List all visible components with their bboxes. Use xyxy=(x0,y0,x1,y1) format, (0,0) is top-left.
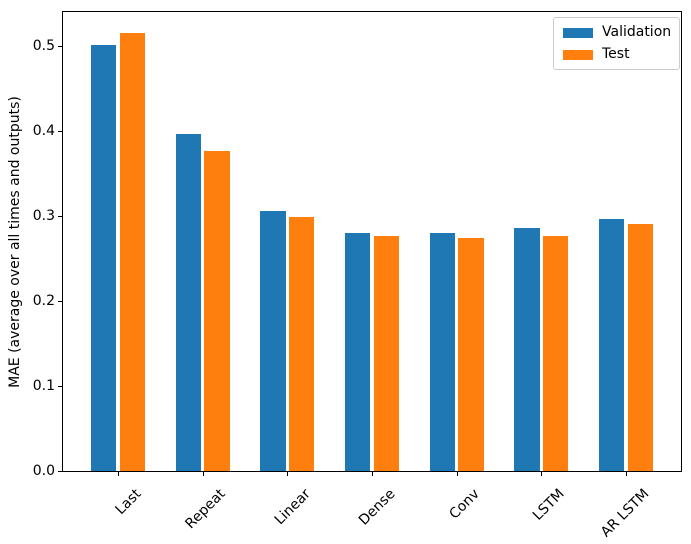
y-tick-label: 0.1 xyxy=(32,378,55,394)
y-tick-label: 0.3 xyxy=(32,208,55,224)
bar-test-ar-lstm xyxy=(627,223,654,471)
bar-test-lstm xyxy=(543,236,569,471)
y-tick-mark xyxy=(58,216,62,217)
x-tick-label-dense: Dense xyxy=(355,486,399,529)
legend-label-validation: Validation xyxy=(602,24,672,40)
x-tick-mark xyxy=(118,472,120,476)
bar-validation-last xyxy=(90,45,117,471)
legend-swatch-validation xyxy=(563,27,593,38)
bar-test-linear xyxy=(289,216,315,471)
bar-test-last xyxy=(119,33,146,471)
legend: Validation Test xyxy=(553,17,680,70)
x-tick-label-linear: Linear xyxy=(271,486,314,529)
bars-layer xyxy=(63,12,681,471)
x-tick-label-last: Last xyxy=(112,486,145,518)
legend-swatch-test xyxy=(563,49,593,60)
legend-entry-validation: Validation xyxy=(563,24,672,40)
x-tick-label-lstm: LSTM xyxy=(529,486,568,524)
y-tick-label: 0.4 xyxy=(32,123,55,139)
y-tick-mark xyxy=(58,471,62,472)
legend-label-test: Test xyxy=(602,46,630,62)
y-tick-mark xyxy=(58,46,62,47)
bar-validation-linear xyxy=(260,210,286,471)
x-tick-mark xyxy=(456,472,458,476)
y-tick-label: 0.0 xyxy=(32,463,55,479)
y-tick-mark xyxy=(58,386,62,387)
x-tick-mark xyxy=(287,472,289,476)
plot-area xyxy=(62,11,682,472)
bar-validation-repeat xyxy=(175,134,201,471)
x-tick-label-repeat: Repeat xyxy=(182,486,230,533)
bar-validation-lstm xyxy=(514,227,540,471)
y-tick-mark xyxy=(58,301,62,302)
x-tick-label-conv: Conv xyxy=(446,486,483,523)
y-tick-label: 0.5 xyxy=(32,38,55,54)
x-tick-label-ar-lstm: AR LSTM xyxy=(597,486,653,541)
x-tick-mark xyxy=(625,472,627,476)
legend-entry-test: Test xyxy=(563,47,670,62)
y-axis-label: MAE (average over all times and outputs) xyxy=(7,96,23,388)
y-tick-mark xyxy=(58,131,62,132)
bar-test-conv xyxy=(458,238,484,471)
x-tick-mark xyxy=(372,472,373,476)
x-tick-mark xyxy=(202,472,204,476)
y-tick-label: 0.2 xyxy=(32,293,55,309)
bar-test-repeat xyxy=(204,150,230,471)
x-tick-mark xyxy=(541,472,543,476)
bar-validation-ar-lstm xyxy=(598,218,625,471)
bar-validation-conv xyxy=(429,233,455,471)
bar-validation-dense xyxy=(344,233,371,471)
bar-test-dense xyxy=(373,236,400,471)
